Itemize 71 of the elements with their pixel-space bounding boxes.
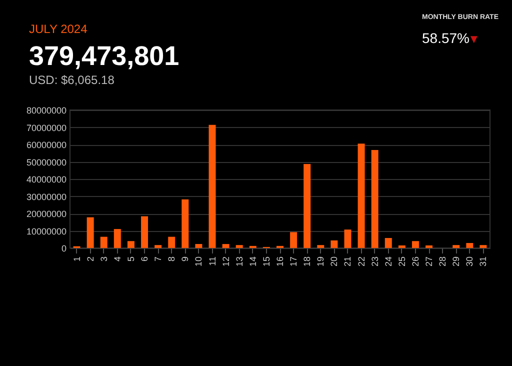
y-tick-label: 70000000 <box>26 122 66 133</box>
bar <box>426 245 433 248</box>
text: ▼ <box>468 32 480 46</box>
bar <box>182 199 189 248</box>
x-tick-label: 21 <box>342 256 353 267</box>
x-tick-label: 7 <box>153 256 164 262</box>
bar <box>304 164 311 248</box>
bar <box>317 245 324 248</box>
y-tick-label: 0 <box>61 244 66 254</box>
y-tick-label: 30000000 <box>26 192 66 202</box>
x-tick-label: 19 <box>316 256 326 267</box>
bar <box>344 230 352 248</box>
x-tick-label: 8 <box>166 256 177 262</box>
x-tick-label: 27 <box>424 256 434 267</box>
x-tick-label: 14 <box>248 256 258 267</box>
text: 58.57% <box>422 30 470 46</box>
x-tick-label: 1 <box>72 256 82 262</box>
bar <box>154 245 162 248</box>
bar <box>100 236 108 248</box>
x-tick-label: 10 <box>194 256 204 267</box>
bar <box>358 144 365 248</box>
y-tick-label: 50000000 <box>26 157 66 168</box>
bar <box>114 229 121 248</box>
x-tick-label: 15 <box>261 256 272 267</box>
x-tick-label: 17 <box>288 256 299 267</box>
x-tick-label: 4 <box>112 256 122 262</box>
y-tick-label: 40000000 <box>26 174 66 184</box>
x-tick-label: 13 <box>234 256 244 267</box>
bar <box>290 232 298 248</box>
bar <box>168 236 176 248</box>
bar <box>466 243 474 248</box>
chart-subtitle: 379,473,801 <box>29 41 180 71</box>
x-tick-label: 23 <box>370 256 380 267</box>
bar <box>127 241 134 248</box>
x-tick-label: 2 <box>85 256 96 262</box>
bar <box>412 241 419 248</box>
bar <box>480 245 487 248</box>
x-tick-label: 26 <box>410 256 420 267</box>
x-tick-label: 12 <box>220 256 231 267</box>
x-tick-label: 24 <box>383 256 394 267</box>
bar <box>371 150 378 248</box>
bar <box>86 217 94 248</box>
x-tick-label: 30 <box>464 256 475 267</box>
bar <box>452 245 460 248</box>
y-tick-label: 20000000 <box>26 209 66 219</box>
bar <box>141 216 148 248</box>
bar <box>384 238 392 248</box>
x-tick-label: 20 <box>329 256 340 267</box>
x-tick-label: 31 <box>478 256 488 267</box>
x-tick-label: 16 <box>275 256 285 267</box>
x-tick-label: 29 <box>451 256 462 267</box>
bar <box>236 245 243 248</box>
x-tick-label: 18 <box>302 256 312 267</box>
bar <box>195 244 202 248</box>
x-tick-label: 3 <box>98 256 109 262</box>
text: USD: $6,065.18 <box>29 73 115 87</box>
y-tick-label: 10000000 <box>26 226 66 236</box>
x-tick-label: 9 <box>180 256 190 262</box>
x-tick-label: 6 <box>140 256 150 262</box>
x-tick-label: 5 <box>126 256 136 262</box>
bar <box>222 244 230 248</box>
x-tick-label: 25 <box>396 256 407 267</box>
y-tick-label: 60000000 <box>26 140 66 150</box>
y-tick-label: 80000000 <box>26 106 66 116</box>
bar <box>208 124 216 248</box>
x-tick-label: 22 <box>356 256 366 267</box>
bar <box>330 240 338 248</box>
bar <box>398 245 406 248</box>
chart-title: JULY 2024 <box>29 22 88 36</box>
x-tick-label: 11 <box>207 256 218 266</box>
x-tick-label: 28 <box>438 256 448 267</box>
